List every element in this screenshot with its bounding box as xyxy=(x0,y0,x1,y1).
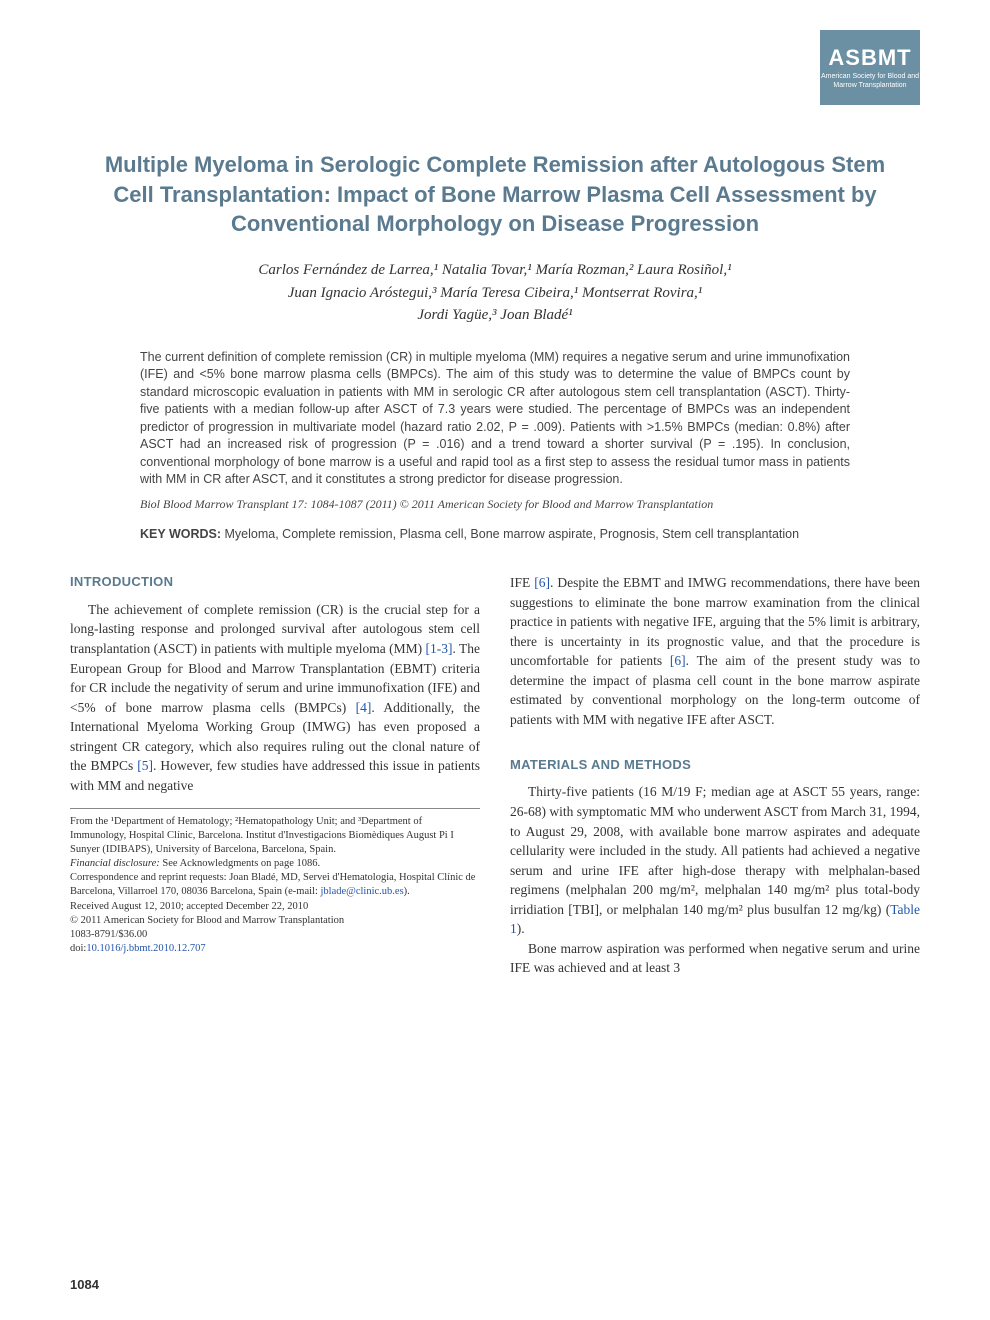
authors-block: Carlos Fernández de Larrea,¹ Natalia Tov… xyxy=(70,259,920,327)
received-date: Received August 12, 2010; accepted Decem… xyxy=(70,900,480,914)
citation-line: Biol Blood Marrow Transplant 17: 1084-10… xyxy=(70,497,920,512)
article-title: Multiple Myeloma in Serologic Complete R… xyxy=(70,150,920,239)
correspondence: Correspondence and reprint requests: Joa… xyxy=(70,871,480,899)
authors-line-1: Carlos Fernández de Larrea,¹ Natalia Tov… xyxy=(70,259,920,282)
ref-link-1-3[interactable]: [1-3] xyxy=(426,641,453,656)
left-column: INTRODUCTION The achievement of complete… xyxy=(70,573,480,978)
introduction-heading: INTRODUCTION xyxy=(70,573,480,592)
doi-link[interactable]: 10.1016/j.bbmt.2010.12.707 xyxy=(86,943,205,954)
financial-disclosure: Financial disclosure: See Acknowledgment… xyxy=(70,857,480,871)
doi-line: doi:10.1016/j.bbmt.2010.12.707 xyxy=(70,942,480,956)
intro-paragraph-2: IFE [6]. Despite the EBMT and IMWG recom… xyxy=(510,573,920,730)
ref-link-6b[interactable]: [6] xyxy=(670,653,686,668)
issn-line: 1083-8791/$36.00 xyxy=(70,928,480,942)
methods-paragraph-1: Thirty-five patients (16 M/19 F; median … xyxy=(510,782,920,939)
ref-link-6a[interactable]: [6] xyxy=(534,575,550,590)
ref-link-5[interactable]: [5] xyxy=(137,758,153,773)
methods-paragraph-2: Bone marrow aspiration was performed whe… xyxy=(510,939,920,978)
footer-notes: From the ¹Department of Hematology; ²Hem… xyxy=(70,808,480,957)
ref-link-4[interactable]: [4] xyxy=(356,700,372,715)
email-link[interactable]: jblade@clinic.ub.es xyxy=(321,886,404,897)
keywords-label: KEY WORDS: xyxy=(140,527,221,541)
right-column: IFE [6]. Despite the EBMT and IMWG recom… xyxy=(510,573,920,978)
affiliations: From the ¹Department of Hematology; ²Hem… xyxy=(70,815,480,858)
keywords-block: KEY WORDS: Myeloma, Complete remission, … xyxy=(70,526,920,544)
authors-line-3: Jordi Yagüe,³ Joan Bladé¹ xyxy=(70,304,920,327)
methods-heading: MATERIALS AND METHODS xyxy=(510,756,920,775)
keywords-text: Myeloma, Complete remission, Plasma cell… xyxy=(225,527,800,541)
logo-subtitle: American Society for Blood and Marrow Tr… xyxy=(820,73,920,90)
page-number: 1084 xyxy=(70,1277,99,1292)
logo-acronym: ASBMT xyxy=(828,45,911,71)
intro-paragraph-1: The achievement of complete remission (C… xyxy=(70,600,480,796)
copyright-line: © 2011 American Society for Blood and Ma… xyxy=(70,914,480,928)
body-columns: INTRODUCTION The achievement of complete… xyxy=(70,573,920,978)
authors-line-2: Juan Ignacio Aróstegui,³ María Teresa Ci… xyxy=(70,282,920,305)
publisher-logo: ASBMT American Society for Blood and Mar… xyxy=(820,30,920,105)
abstract-text: The current definition of complete remis… xyxy=(70,349,920,489)
